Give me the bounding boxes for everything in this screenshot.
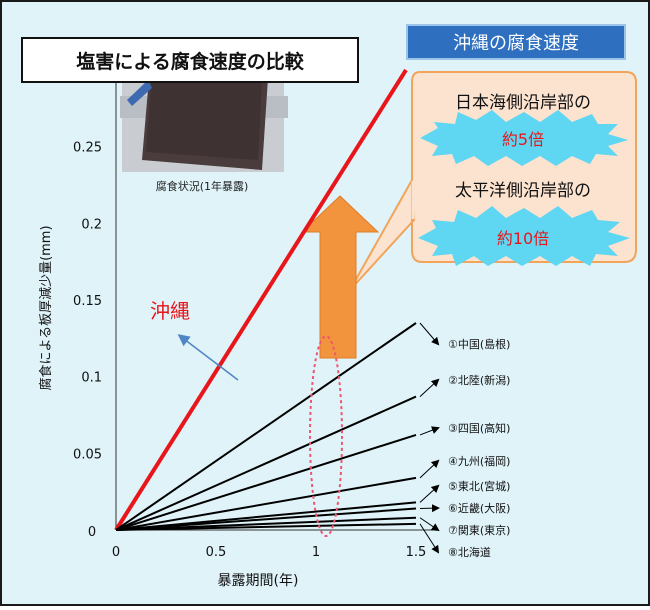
origin-label: 0 bbox=[88, 525, 96, 540]
series-label-5: ⑤東北(宮城) bbox=[448, 479, 510, 493]
callout-line1: 日本海側沿岸部の bbox=[455, 93, 591, 113]
series-line-2 bbox=[115, 322, 417, 531]
tick-labels: 0.5 1 1.5 0 0.05 0.1 0.15 0.2 0.25 bbox=[73, 141, 426, 560]
series-line-1 bbox=[114, 68, 408, 532]
burst-10x bbox=[418, 206, 630, 266]
okinawa-header: 沖縄の腐食速度 bbox=[453, 33, 579, 54]
chart-axes bbox=[115, 70, 436, 531]
corrosion-photo bbox=[120, 66, 288, 172]
series-pointer bbox=[419, 378, 440, 397]
series-label-8: ⑧北海道 bbox=[448, 545, 491, 559]
y-tick-label: 0.25 bbox=[73, 141, 102, 156]
y-tick-label: 0.2 bbox=[81, 217, 102, 232]
series-pointer bbox=[419, 523, 440, 554]
series-label-7: ⑦関東(東京) bbox=[448, 523, 510, 537]
x-tick-label: 0 bbox=[112, 545, 120, 560]
x-tick-label: 1.5 bbox=[406, 545, 427, 560]
title-box bbox=[21, 37, 359, 83]
okinawa-label: 沖縄 bbox=[150, 299, 190, 323]
y-tick-label: 0.15 bbox=[73, 294, 102, 309]
y-axis-label: 腐食による板厚減少量(mm) bbox=[38, 225, 54, 390]
series-pointer bbox=[419, 322, 440, 346]
burst-5x bbox=[420, 110, 628, 166]
series-pointer bbox=[419, 459, 440, 479]
series-line-9 bbox=[115, 522, 417, 531]
series-label-3: ③四国(高知) bbox=[448, 421, 510, 435]
series-label-2: ②北陸(新潟) bbox=[448, 373, 510, 387]
series-line-5 bbox=[115, 476, 417, 531]
series-line-4 bbox=[115, 433, 417, 531]
series-layer bbox=[114, 68, 417, 532]
highlight-ellipse bbox=[309, 335, 343, 537]
series-pointer bbox=[419, 484, 440, 503]
series-pointer bbox=[419, 426, 440, 436]
series-label-1: ①中国(島根) bbox=[448, 337, 510, 351]
photo-caption: 腐食状況(1年暴露) bbox=[156, 179, 249, 193]
callout-line2: 太平洋側沿岸部の bbox=[455, 181, 591, 201]
series-labels: ①中国(島根) ②北陸(新潟) ③四国(高知) ④九州(福岡) ⑤東北(宮城) ⑥近畿(大… bbox=[419, 322, 510, 559]
page-title: 塩害による腐食速度の比較 bbox=[76, 50, 304, 73]
series-pointer bbox=[419, 517, 440, 532]
burst-5x-label: 約5倍 bbox=[502, 130, 544, 149]
series-label-6: ⑥近畿(大阪) bbox=[448, 501, 510, 515]
y-tick-label: 0.1 bbox=[81, 371, 102, 386]
x-axis-label: 暴露期間(年) bbox=[218, 573, 299, 589]
burst-10x-label: 約10倍 bbox=[497, 229, 549, 248]
okinawa-pointer-arrow bbox=[177, 334, 239, 381]
series-label-4: ④九州(福岡) bbox=[448, 454, 510, 468]
series-line-7 bbox=[115, 507, 417, 531]
x-tick-label: 1 bbox=[312, 545, 320, 560]
x-tick-label: 0.5 bbox=[206, 545, 227, 560]
series-line-6 bbox=[115, 501, 417, 531]
y-tick-label: 0.05 bbox=[73, 447, 102, 462]
series-line-8 bbox=[115, 516, 417, 531]
series-pointer bbox=[419, 504, 440, 513]
okinawa-header-box bbox=[406, 24, 626, 60]
series-line-3 bbox=[115, 395, 417, 531]
